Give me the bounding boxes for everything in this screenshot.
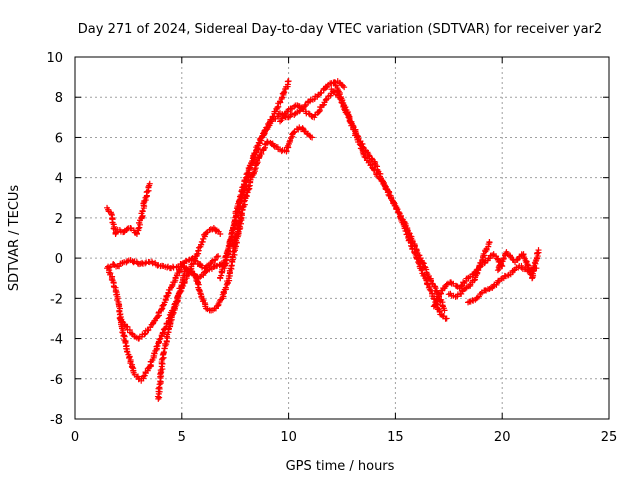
series-arc-11	[333, 82, 448, 313]
data-points	[104, 78, 541, 402]
x-tick-label: 10	[280, 430, 297, 445]
x-tick-label: 5	[178, 430, 186, 445]
y-tick-label: -8	[50, 413, 63, 428]
data-point-marker	[120, 333, 126, 339]
y-tick-label: 0	[55, 252, 63, 267]
plot-frame	[75, 57, 609, 419]
gridlines	[75, 57, 609, 419]
y-tick-label: 8	[55, 91, 63, 106]
x-tick-label: 0	[71, 430, 79, 445]
chart: 0 5 10 15 20 25 -8 -6 -4 -2 0 2 4 6 8 10 Day 271 of 202…	[0, 0, 640, 480]
y-tick-label: 2	[55, 212, 63, 227]
chart-title: Day 271 of 2024, Sidereal Day-to-day VTE…	[78, 22, 602, 37]
y-tick-label: -2	[50, 292, 63, 307]
y-axis-label: SDTVAR / TECUs	[7, 185, 22, 292]
data-point-marker	[145, 184, 151, 190]
y-tick-label: 6	[55, 131, 63, 146]
axis-ticks: 0 5 10 15 20 25 -8 -6 -4 -2 0 2 4 6 8 10	[46, 51, 617, 445]
series-arc-10	[328, 86, 449, 322]
y-tick-label: -6	[50, 373, 63, 388]
x-tick-label: 15	[387, 430, 404, 445]
data-point-marker	[144, 189, 150, 195]
x-axis-label: GPS time / hours	[286, 459, 395, 474]
data-point	[495, 267, 501, 273]
x-tick-label: 20	[494, 430, 511, 445]
series-arc-4	[117, 259, 228, 341]
y-tick-label: -4	[50, 333, 63, 348]
y-tick-label: 4	[55, 172, 63, 187]
data-point	[286, 78, 292, 84]
x-tick-label: 25	[601, 430, 618, 445]
series-arc-1	[104, 181, 153, 237]
y-tick-label: 10	[46, 51, 63, 66]
series-arc-2	[104, 253, 221, 271]
